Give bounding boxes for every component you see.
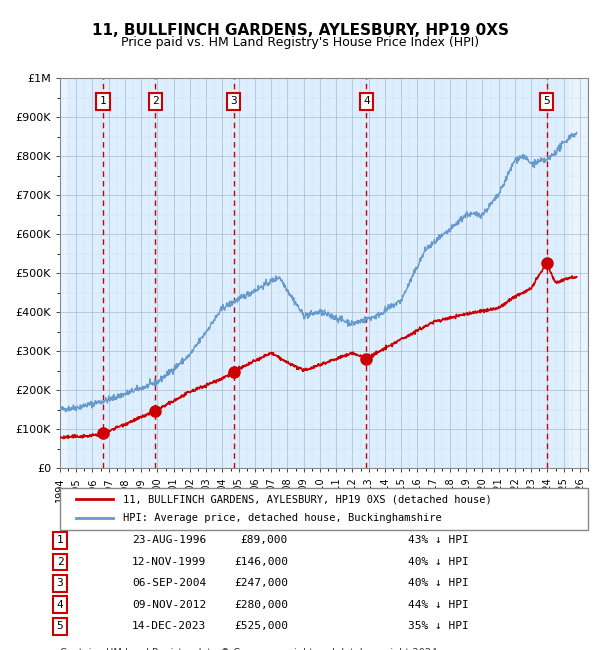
Text: HPI: Average price, detached house, Buckinghamshire: HPI: Average price, detached house, Buck… xyxy=(124,513,442,523)
Text: 43% ↓ HPI: 43% ↓ HPI xyxy=(408,536,469,545)
Text: 3: 3 xyxy=(56,578,64,588)
Bar xyxy=(569,78,588,468)
Text: 2: 2 xyxy=(152,96,159,107)
FancyBboxPatch shape xyxy=(60,488,588,530)
Text: £525,000: £525,000 xyxy=(234,621,288,631)
Text: 44% ↓ HPI: 44% ↓ HPI xyxy=(408,600,469,610)
Text: Price paid vs. HM Land Registry's House Price Index (HPI): Price paid vs. HM Land Registry's House … xyxy=(121,36,479,49)
Text: 4: 4 xyxy=(363,96,370,107)
Text: 5: 5 xyxy=(543,96,550,107)
Text: 5: 5 xyxy=(56,621,64,631)
Text: 06-SEP-2004: 06-SEP-2004 xyxy=(132,578,206,588)
Text: 4: 4 xyxy=(56,600,64,610)
Text: £89,000: £89,000 xyxy=(241,536,288,545)
Text: Contains HM Land Registry data © Crown copyright and database right 2024.
This d: Contains HM Land Registry data © Crown c… xyxy=(60,647,440,650)
Bar xyxy=(60,78,68,468)
Text: 14-DEC-2023: 14-DEC-2023 xyxy=(132,621,206,631)
Text: 12-NOV-1999: 12-NOV-1999 xyxy=(132,557,206,567)
Text: 11, BULLFINCH GARDENS, AYLESBURY, HP19 0XS (detached house): 11, BULLFINCH GARDENS, AYLESBURY, HP19 0… xyxy=(124,495,492,504)
Text: 1: 1 xyxy=(100,96,106,107)
Text: 2: 2 xyxy=(56,557,64,567)
Text: £280,000: £280,000 xyxy=(234,600,288,610)
Text: 1: 1 xyxy=(56,536,64,545)
Text: 40% ↓ HPI: 40% ↓ HPI xyxy=(408,557,469,567)
Text: 23-AUG-1996: 23-AUG-1996 xyxy=(132,536,206,545)
Text: £146,000: £146,000 xyxy=(234,557,288,567)
Text: 40% ↓ HPI: 40% ↓ HPI xyxy=(408,578,469,588)
Text: 3: 3 xyxy=(230,96,237,107)
Text: 09-NOV-2012: 09-NOV-2012 xyxy=(132,600,206,610)
Text: 35% ↓ HPI: 35% ↓ HPI xyxy=(408,621,469,631)
Text: £247,000: £247,000 xyxy=(234,578,288,588)
Text: 11, BULLFINCH GARDENS, AYLESBURY, HP19 0XS: 11, BULLFINCH GARDENS, AYLESBURY, HP19 0… xyxy=(91,23,509,38)
